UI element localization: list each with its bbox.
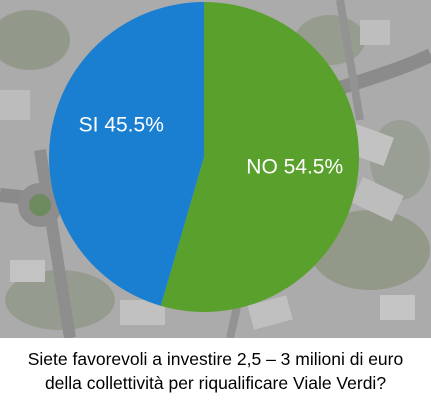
data-label-si: SI 45.5% bbox=[79, 114, 164, 137]
pie-slice-no bbox=[160, 2, 359, 313]
data-label-no: NO 54.5% bbox=[246, 155, 343, 178]
pie-slice-si bbox=[49, 2, 204, 306]
pie-chart: NO 54.5% SI 45.5% bbox=[49, 2, 359, 313]
chart-title-line-2: della collettività per riqualificare Via… bbox=[44, 373, 387, 393]
chart-title: Siete favorevoli a investire 2,5 – 3 mil… bbox=[0, 340, 431, 402]
chart-title-line-1: Siete favorevoli a investire 2,5 – 3 mil… bbox=[27, 349, 404, 369]
